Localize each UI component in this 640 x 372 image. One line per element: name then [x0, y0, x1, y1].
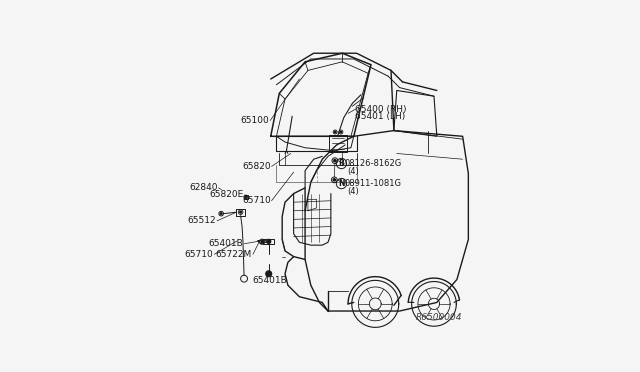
Text: 65401B: 65401B	[209, 239, 243, 248]
Circle shape	[261, 241, 263, 243]
Text: (4): (4)	[348, 167, 359, 176]
Circle shape	[240, 211, 241, 213]
Circle shape	[245, 196, 246, 198]
Text: 65710: 65710	[185, 250, 213, 259]
Text: R6500004: R6500004	[416, 314, 463, 323]
Text: 65820: 65820	[242, 162, 271, 171]
Circle shape	[333, 179, 335, 181]
Text: 08911-1081G: 08911-1081G	[344, 179, 402, 188]
Text: 65401 (LH): 65401 (LH)	[355, 112, 406, 121]
Text: 65820E: 65820E	[209, 190, 243, 199]
Text: N: N	[338, 179, 345, 188]
Text: 65722M: 65722M	[216, 250, 252, 259]
Text: 62840: 62840	[189, 183, 218, 192]
Text: 65512: 65512	[188, 216, 216, 225]
Circle shape	[340, 131, 342, 133]
Text: 08126-8162G: 08126-8162G	[344, 159, 402, 168]
Circle shape	[334, 131, 336, 133]
Circle shape	[266, 271, 271, 277]
Circle shape	[220, 213, 222, 215]
Text: 65401B: 65401B	[252, 276, 287, 285]
Text: (4): (4)	[348, 187, 359, 196]
Text: 65400 (RH): 65400 (RH)	[355, 105, 406, 113]
Text: 65710: 65710	[242, 196, 271, 205]
Text: B: B	[339, 159, 344, 168]
Circle shape	[333, 160, 336, 162]
Text: 65100: 65100	[241, 116, 269, 125]
Circle shape	[267, 240, 271, 243]
